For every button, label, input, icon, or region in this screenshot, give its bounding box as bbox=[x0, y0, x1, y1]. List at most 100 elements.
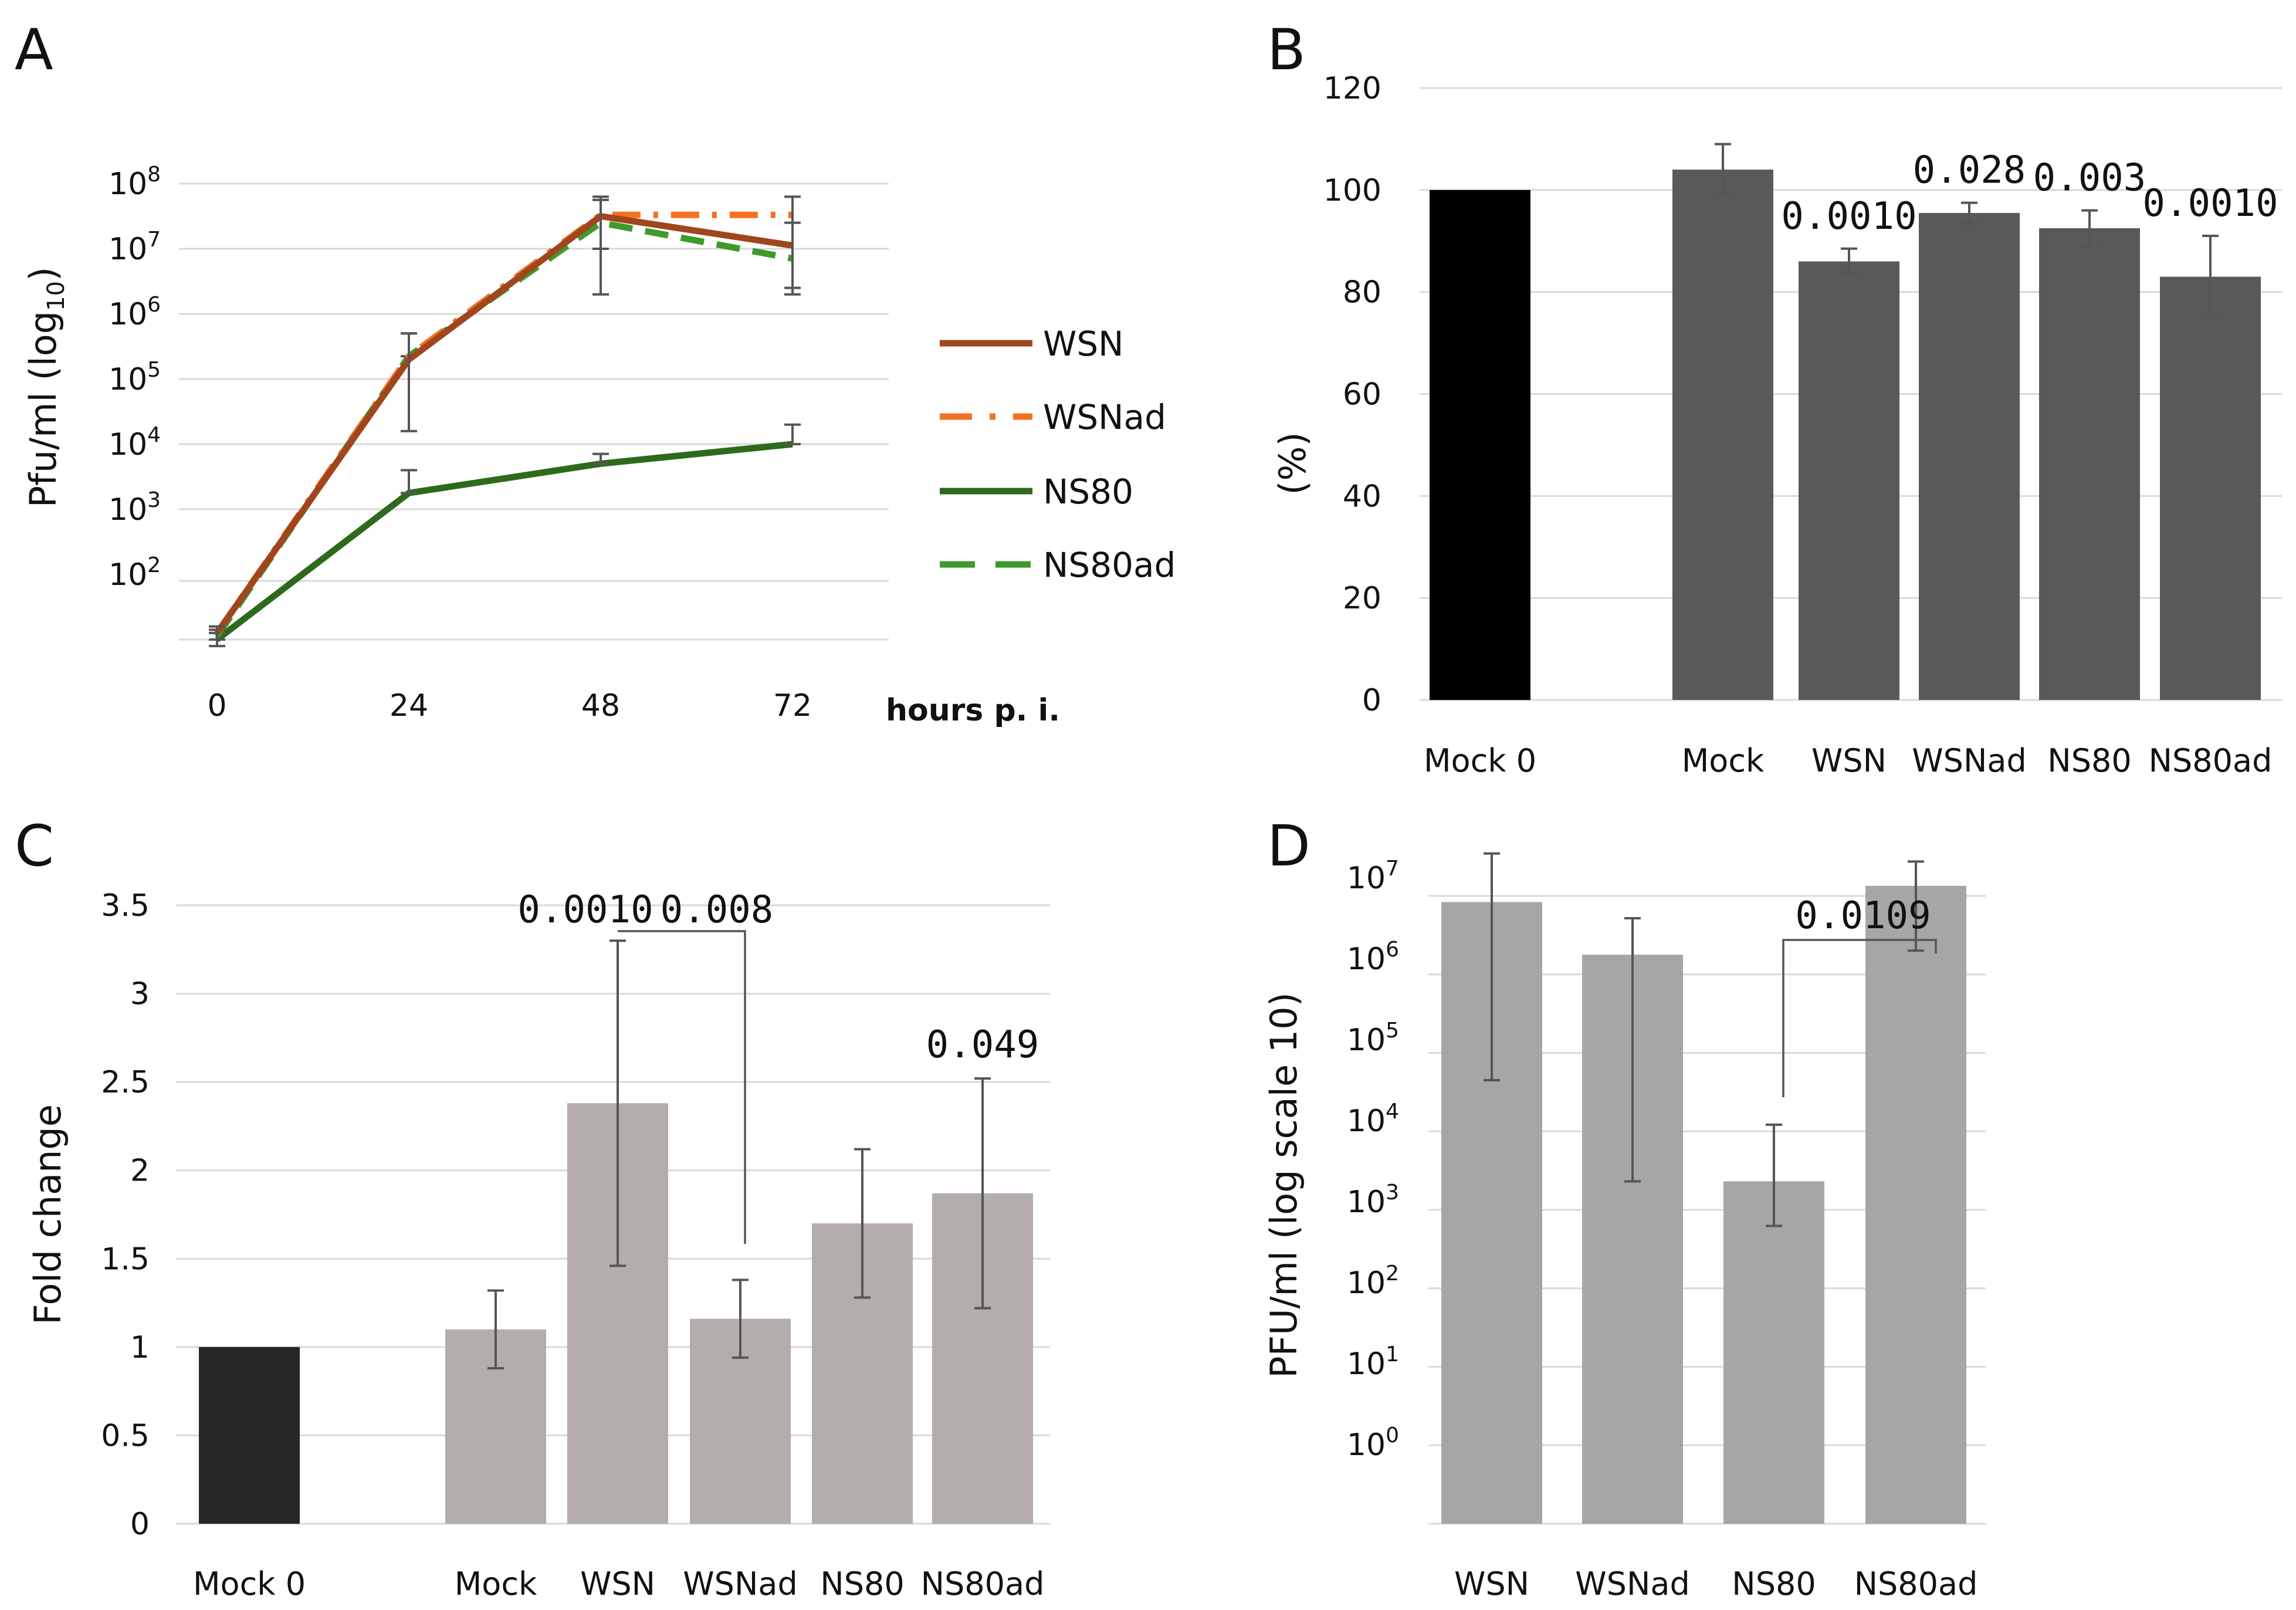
y-tick-label: 20 bbox=[1343, 581, 1381, 616]
legend-label: WSNad bbox=[1043, 397, 1166, 437]
x-tick-label: WSN bbox=[1454, 1565, 1529, 1602]
legend-label: NS80ad bbox=[1043, 545, 1176, 585]
y-tick-label: 80 bbox=[1343, 275, 1381, 310]
error-bar bbox=[1961, 201, 1977, 225]
significance-bracket bbox=[618, 930, 746, 1244]
y-axis-label: (%) bbox=[1271, 432, 1314, 495]
p-value-label: 0.0010 bbox=[517, 888, 653, 932]
x-tick-label: 24 bbox=[390, 688, 428, 723]
error-bar bbox=[1908, 860, 1924, 952]
x-tick-label: WSN bbox=[580, 1565, 655, 1602]
y-tick-label: 107 bbox=[109, 228, 161, 267]
y-tick-label: 0 bbox=[130, 1507, 150, 1542]
significance-bracket bbox=[1782, 939, 1937, 1097]
series-line-ns80 bbox=[215, 441, 793, 642]
error-bar bbox=[401, 469, 417, 495]
p-value-label: 0.0010 bbox=[2142, 182, 2278, 225]
panel-letter-a: A bbox=[15, 17, 53, 83]
x-tick-label: NS80ad bbox=[1854, 1565, 1978, 1602]
panel-letter-d: D bbox=[1267, 813, 1310, 879]
p-value-label: 0.049 bbox=[926, 1023, 1039, 1067]
y-tick-label: 3.5 bbox=[101, 888, 150, 924]
series-line-wsn bbox=[214, 213, 793, 635]
y-tick-label: 106 bbox=[1347, 938, 1399, 977]
error-bar bbox=[2202, 235, 2219, 319]
x-tick-label: WSNad bbox=[683, 1565, 797, 1602]
y-tick-label: 104 bbox=[1347, 1100, 1399, 1139]
legend-label: WSN bbox=[1043, 324, 1124, 364]
y-tick-label: 102 bbox=[109, 553, 161, 593]
error-bar bbox=[1715, 143, 1731, 197]
bar-mock-0 bbox=[199, 1347, 300, 1524]
panel-d-bar-chart: 100 101 102 103 104 105 106 107 PFU/ml (log scal… bbox=[1262, 852, 1986, 1602]
bar-mock bbox=[1672, 170, 1773, 701]
y-tick-label: 0 bbox=[1362, 683, 1381, 718]
error-bar bbox=[784, 423, 801, 445]
x-tick-label: NS80ad bbox=[921, 1565, 1045, 1602]
y-axis-label: PFU/ml (log scale 10) bbox=[1262, 992, 1305, 1378]
y-tick-label: 103 bbox=[109, 488, 161, 527]
x-tick-label: NS80ad bbox=[2149, 742, 2273, 779]
p-value-label: 0.028 bbox=[1913, 149, 2026, 192]
bar-ns80ad bbox=[2160, 276, 2261, 700]
x-tick-label: WSN bbox=[1811, 742, 1887, 779]
y-tick-label: 1.5 bbox=[101, 1242, 150, 1277]
panel-letter-c: C bbox=[15, 813, 54, 879]
x-tick-label: NS80 bbox=[2047, 742, 2131, 779]
y-tick-label: 100 bbox=[1347, 1423, 1399, 1463]
y-tick-label: 2.5 bbox=[101, 1065, 150, 1100]
bar-ns80 bbox=[2039, 228, 2140, 700]
error-bar bbox=[854, 1148, 871, 1299]
y-tick-label: 103 bbox=[1347, 1181, 1399, 1220]
y-tick-label: 105 bbox=[109, 358, 161, 397]
y-axis-label: Fold change bbox=[26, 1104, 69, 1325]
x-tick-label: Mock 0 bbox=[1424, 742, 1536, 779]
y-tick-label: 102 bbox=[1347, 1261, 1399, 1301]
x-axis-label: hours p. i. bbox=[886, 693, 1060, 728]
bracket-p-value: 0.008 bbox=[661, 888, 774, 932]
panel-a-line-chart: 102 103 104 105 106 107 108 Pfu/ml (log10) 0 24 48… bbox=[22, 163, 1176, 728]
error-bar bbox=[732, 1278, 749, 1359]
y-tick-label: 100 bbox=[1323, 173, 1381, 208]
y-tick-label: 108 bbox=[109, 163, 161, 202]
y-tick-label: 2 bbox=[130, 1154, 150, 1189]
x-tick-label: 0 bbox=[207, 688, 226, 723]
bar-ns80ad bbox=[1865, 885, 1966, 1524]
panel-b-bar-chart: 0 20 40 60 80 100 120 (%) Mock 0 Mock WSN 0.0010 WSN… bbox=[1271, 71, 2282, 779]
error-bar bbox=[784, 195, 801, 296]
y-tick-label: 3 bbox=[130, 977, 150, 1012]
error-bar bbox=[209, 625, 225, 641]
y-tick-label: 40 bbox=[1343, 479, 1381, 514]
error-bar bbox=[1766, 1123, 1782, 1227]
x-tick-label: 72 bbox=[773, 688, 812, 723]
x-tick-label: NS80 bbox=[1732, 1565, 1816, 1602]
error-bar bbox=[974, 1077, 991, 1310]
y-tick-label: 1 bbox=[130, 1330, 150, 1365]
x-tick-label: Mock 0 bbox=[193, 1565, 306, 1602]
y-tick-label: 107 bbox=[1347, 857, 1399, 896]
y-tick-label: 0.5 bbox=[101, 1418, 150, 1453]
y-tick-label: 105 bbox=[1347, 1019, 1399, 1058]
y-tick-label: 101 bbox=[1347, 1342, 1399, 1382]
error-bar bbox=[1484, 852, 1500, 1081]
bar-mock-0 bbox=[1430, 190, 1530, 700]
x-tick-label: 48 bbox=[581, 688, 620, 723]
bar-wsnad bbox=[1919, 212, 2020, 701]
x-tick-label: NS80 bbox=[820, 1565, 904, 1602]
bar-wsn bbox=[1799, 261, 1899, 700]
p-value-label: 0.0010 bbox=[1781, 195, 1916, 238]
x-tick-label: WSNad bbox=[1575, 1565, 1689, 1602]
error-bar bbox=[2081, 209, 2098, 248]
y-tick-label: 120 bbox=[1323, 71, 1381, 106]
x-tick-label: Mock bbox=[1682, 742, 1765, 779]
y-tick-label: 104 bbox=[109, 423, 161, 462]
y-tick-label: 106 bbox=[109, 293, 161, 332]
error-bar bbox=[592, 195, 609, 296]
y-tick-label: 60 bbox=[1343, 377, 1381, 412]
x-tick-label: WSNad bbox=[1912, 742, 2026, 779]
x-tick-label: Mock bbox=[455, 1565, 537, 1602]
error-bar bbox=[487, 1289, 504, 1369]
panel-c-bar-chart: 0 0.5 1 1.5 2 2.5 3 3.5 Fold change Mock 0 Mock WSN… bbox=[26, 888, 1050, 1602]
error-bar bbox=[1624, 917, 1641, 1183]
